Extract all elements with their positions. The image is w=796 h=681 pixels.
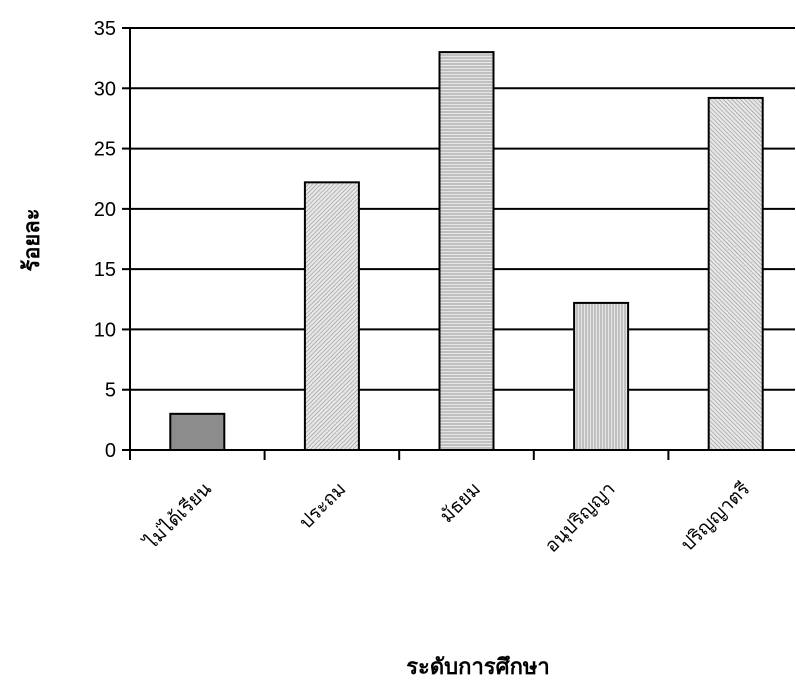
- y-tick-label: 25: [94, 139, 116, 161]
- y-tick-label: 10: [94, 319, 116, 341]
- y-tick-label: 15: [94, 259, 116, 281]
- x-tick-label: ไม่ได้เรียน: [139, 478, 216, 555]
- bar: [169, 412, 226, 452]
- x-axis-title: ระดับการศึกษา: [406, 655, 550, 680]
- bar: [438, 51, 495, 451]
- x-tick-label: มัธยม: [436, 478, 485, 527]
- y-tick-label: 30: [94, 78, 116, 100]
- y-tick-label: 20: [94, 199, 116, 221]
- y-axis-ticks: 0 5 10 15 20 25 30 35: [94, 18, 130, 462]
- bars: [169, 51, 764, 452]
- bar: [303, 181, 360, 451]
- y-tick-label: 0: [105, 440, 116, 462]
- y-tick-label: 35: [94, 18, 116, 40]
- x-tick-label: อนุปริญญา: [541, 478, 621, 558]
- axes: [129, 28, 795, 460]
- bar: [573, 301, 630, 451]
- y-axis-title: ร้อยละ: [20, 208, 45, 271]
- x-tick-label: ปริญญาตรี: [677, 478, 755, 556]
- x-tick-label: ประถม: [295, 478, 351, 534]
- x-axis-labels: ไม่ได้เรียน ประถม มัธยม อนุปริญญา ปริญญาตรี: [139, 478, 754, 558]
- y-tick-label: 5: [105, 380, 116, 402]
- bar: [707, 96, 764, 451]
